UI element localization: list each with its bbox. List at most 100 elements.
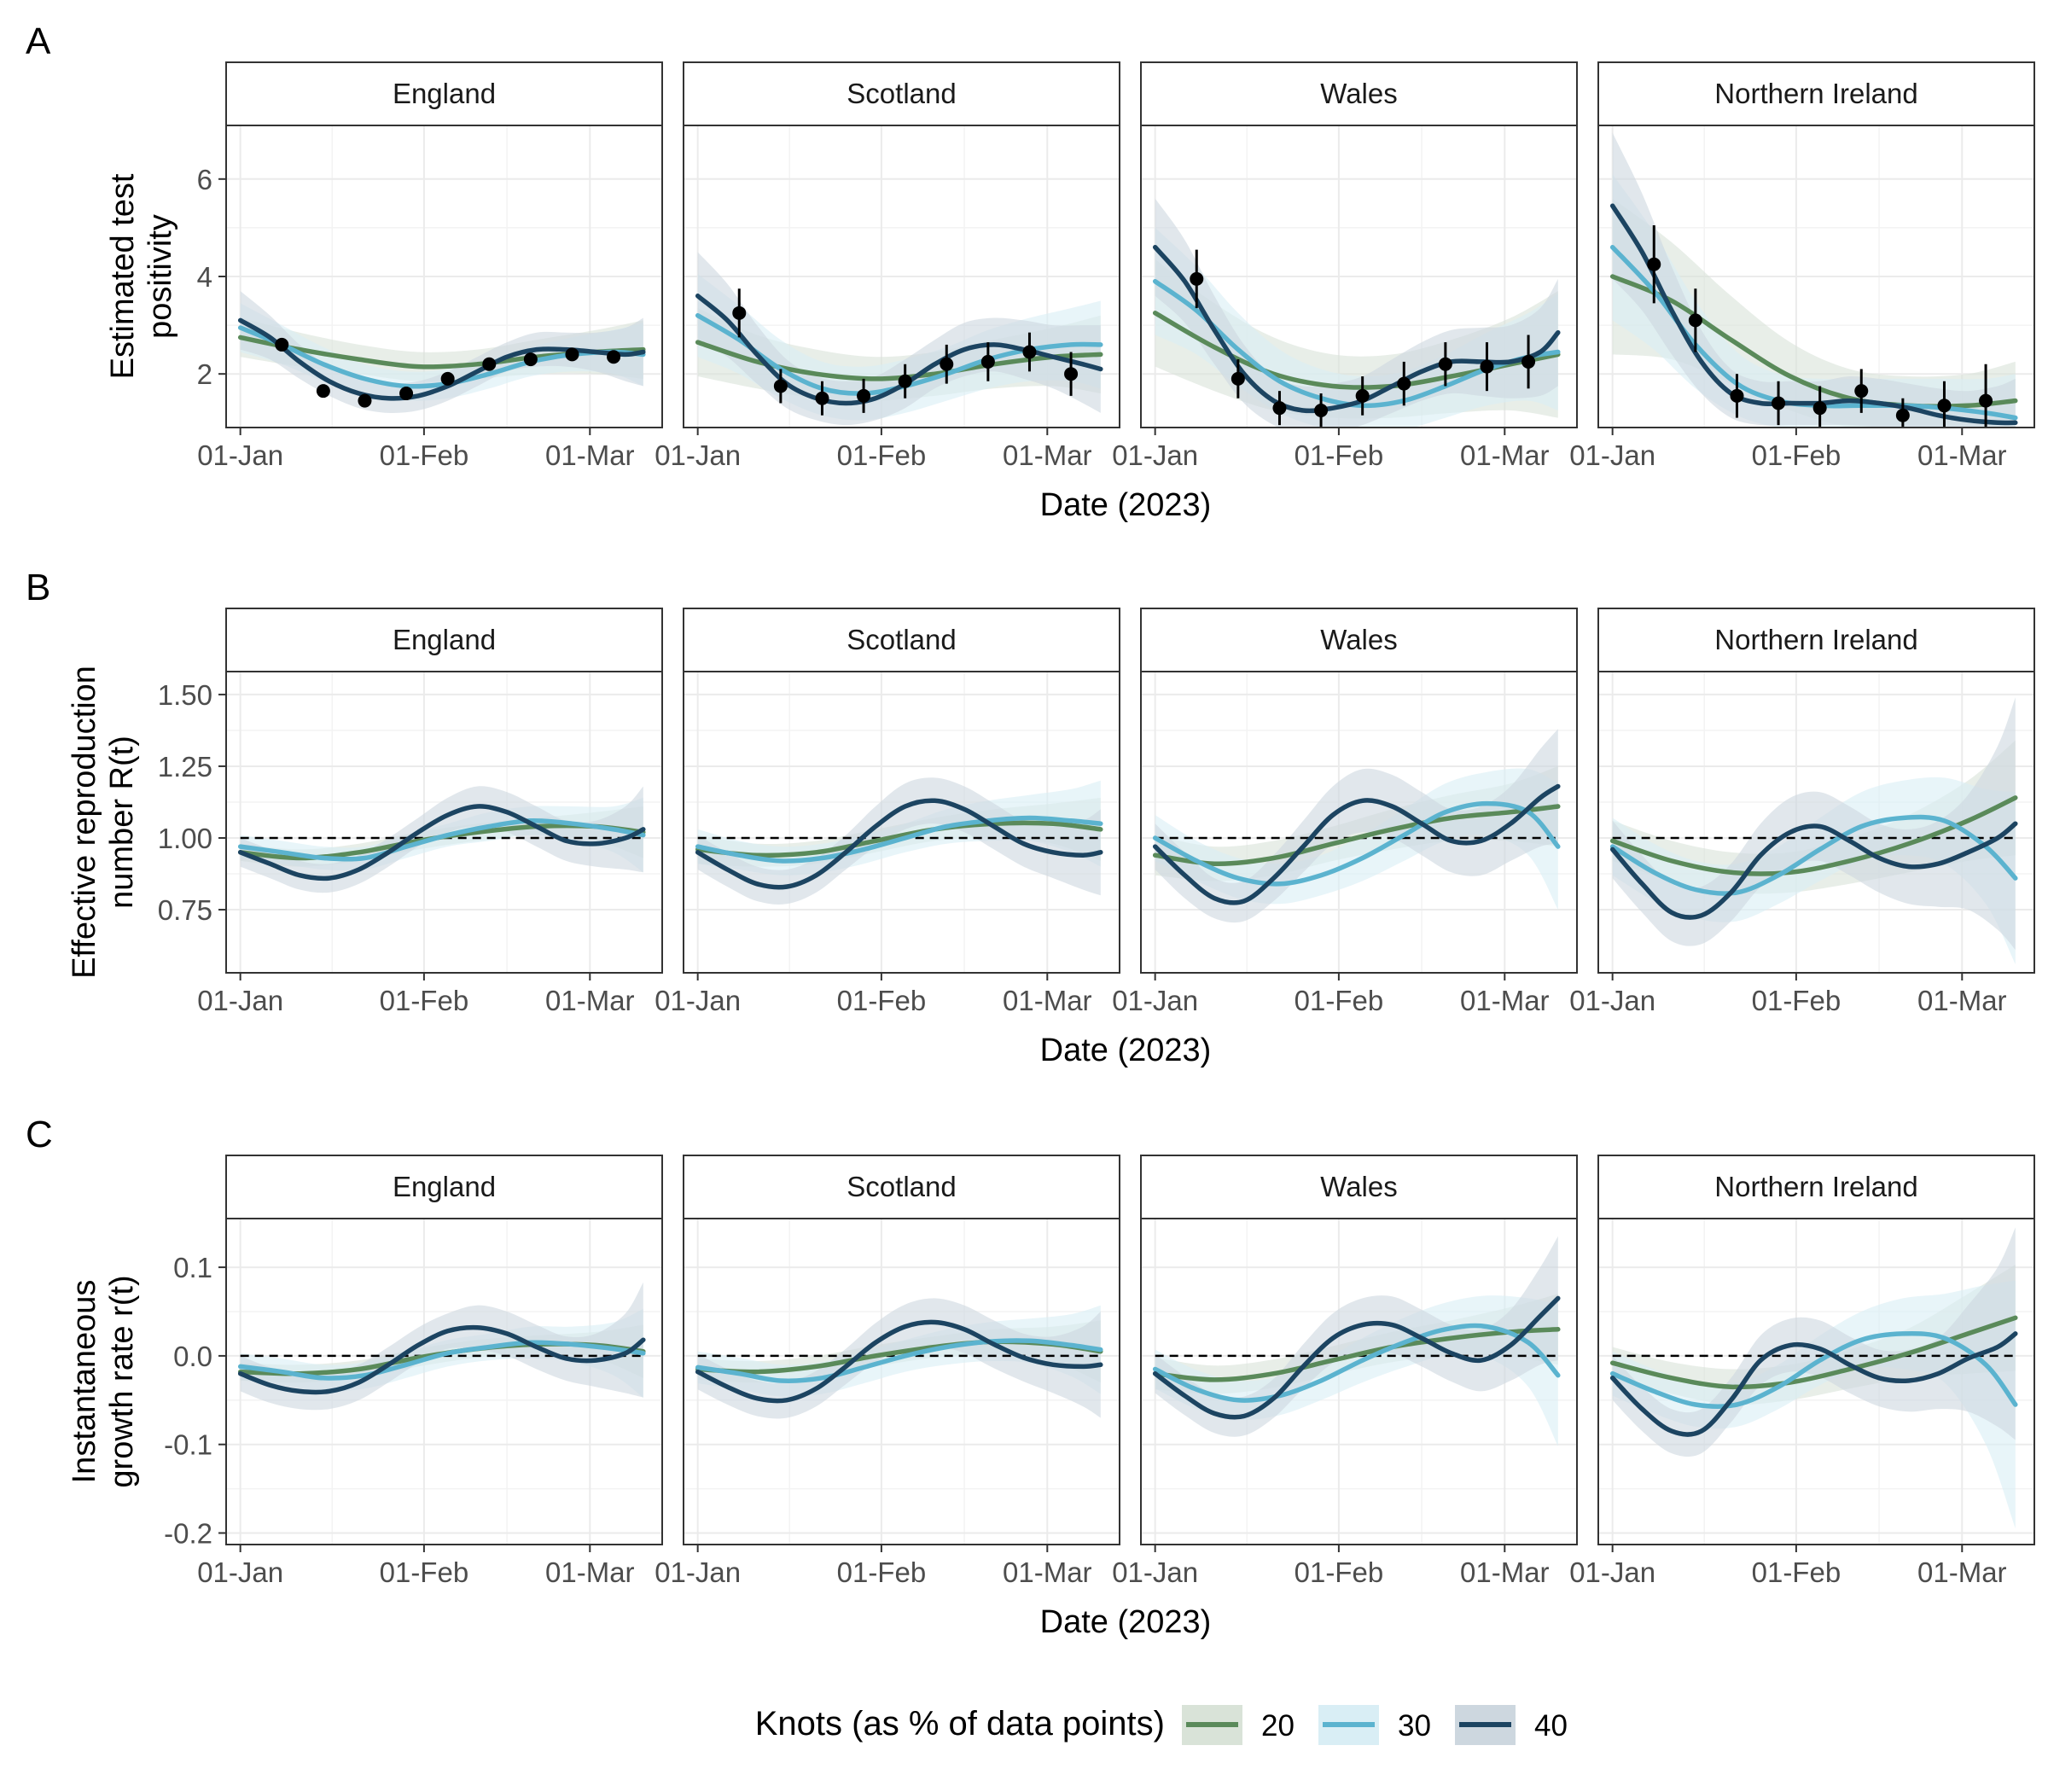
x-tick-label: 01-Jan (1112, 1556, 1198, 1588)
series-line-30 (695, 1338, 1103, 1383)
data-point (732, 305, 747, 320)
y-axis-title-line: growth rate r(t) (104, 1275, 140, 1487)
data-point (1231, 371, 1245, 386)
data-point (1521, 354, 1536, 369)
data-point (898, 374, 912, 388)
legend: Knots (as % of data points) 20 30 40 (755, 1705, 1568, 1745)
data-point (275, 337, 289, 352)
x-tick-label: 01-Jan (655, 1556, 741, 1588)
facet-strip (225, 61, 663, 126)
x-tick-label: 01-Feb (1752, 439, 1841, 471)
series-line-30 (695, 815, 1103, 864)
data-point (1772, 396, 1786, 410)
data-point (773, 379, 788, 393)
facet-wales: Wales 01-Jan 01-Feb 01-Mar (1112, 61, 1578, 471)
ci-ribbon-40 (1612, 697, 2016, 951)
y-axis-title: Instantaneousgrowth rate r(t) (67, 1275, 140, 1487)
data-point (1480, 359, 1494, 374)
y-tick-label: 1.25 (158, 751, 212, 783)
plot-area (695, 777, 1103, 905)
series-line-40 (1609, 1331, 2018, 1437)
panel-b: B Effective reproductionnumber R(t) Date (… (26, 567, 2035, 1068)
facet-strip-label: Northern Ireland (1714, 1171, 1917, 1202)
facet-strip (683, 1155, 1120, 1219)
x-tick-label: 01-Feb (1752, 1556, 1841, 1588)
panel-tag: C (26, 1114, 53, 1155)
x-tick-label: 01-Feb (1295, 439, 1384, 471)
legend-entry-30: 30 (1318, 1705, 1431, 1745)
facet-scotland: Scotland 01-Jan 01-Feb 01-Mar (655, 61, 1120, 471)
y-axis-title-line: Instantaneous (67, 1280, 102, 1484)
x-tick-label: 01-Mar (1003, 985, 1092, 1016)
x-tick-label: 01-Mar (545, 439, 635, 471)
data-point (523, 352, 538, 367)
series-line-40 (1152, 783, 1561, 905)
plot-border (1597, 125, 2035, 428)
y-tick-label: 6 (197, 164, 212, 195)
y-axis-title: Effective reproductionnumber R(t) (67, 666, 140, 979)
facet-scotland: Scotland 01-Jan 01-Feb 01-Mar (655, 608, 1120, 1016)
plot-area (695, 252, 1103, 426)
ci-ribbon-40 (697, 777, 1101, 905)
facet-strip-label: England (393, 78, 496, 109)
y-tick-label: 1.00 (158, 823, 212, 854)
x-tick-label: 01-Feb (837, 439, 927, 471)
x-tick-label: 01-Jan (655, 439, 741, 471)
facet-strip-label: Wales (1320, 78, 1397, 109)
x-tick-label: 01-Feb (380, 439, 469, 471)
data-point (815, 391, 829, 405)
plot-border (1140, 1218, 1578, 1545)
y-axis-title: Estimated testpositivity (105, 173, 178, 379)
series-line-30 (237, 1340, 646, 1381)
legend-entry-20: 20 (1182, 1705, 1295, 1745)
facet-england: England 01-Jan 01-Feb 01-Mar -0.2 -0.1 0.0 0.1 (164, 1155, 663, 1588)
x-tick-label: 01-Jan (197, 1556, 283, 1588)
x-tick-label: 01-Jan (1569, 439, 1655, 471)
y-tick-label: 0.75 (158, 894, 212, 926)
series-line-20 (1152, 1327, 1561, 1382)
x-tick-label: 01-Feb (837, 1556, 927, 1588)
series-line-30 (1609, 1330, 2018, 1409)
data-point (1022, 345, 1037, 359)
data-point (607, 350, 621, 364)
ci-ribbon-40 (240, 291, 643, 413)
data-point (1355, 388, 1370, 403)
series-line-40 (237, 317, 646, 401)
series-line-20 (1152, 804, 1561, 867)
x-tick-label: 01-Mar (1460, 1556, 1550, 1588)
plot-area (237, 291, 646, 413)
data-point (1647, 257, 1661, 271)
facet-strip (1597, 1155, 2035, 1219)
facet-strip-label: Wales (1320, 624, 1397, 655)
series-line-20 (1609, 1315, 2018, 1390)
data-point (1438, 357, 1452, 371)
panel-tag: A (26, 20, 51, 62)
plot-border (1597, 1218, 2035, 1545)
y-tick-label: 2 (197, 358, 212, 390)
facet-strip-label: Northern Ireland (1714, 78, 1917, 109)
plot-area (695, 1298, 1103, 1419)
legend-title: Knots (as % of data points) (755, 1705, 1165, 1743)
facet-strip (1597, 608, 2035, 672)
ci-ribbon-30 (1612, 1280, 2016, 1529)
x-tick-label: 01-Feb (1295, 985, 1384, 1016)
y-tick-label: 4 (197, 261, 212, 293)
y-axis-title-line: Effective reproduction (67, 666, 102, 979)
x-tick-label: 01-Jan (1569, 1556, 1655, 1588)
plot-area (1152, 1236, 1561, 1446)
x-tick-label: 01-Feb (837, 985, 927, 1016)
plot-area (1152, 729, 1561, 923)
data-point (1272, 401, 1287, 416)
plot-area (237, 786, 646, 893)
x-tick-label: 01-Jan (655, 985, 741, 1016)
data-point (440, 371, 455, 386)
data-point (565, 347, 579, 362)
x-tick-label: 01-Feb (380, 985, 469, 1016)
x-tick-label: 01-Jan (1112, 439, 1198, 471)
x-tick-label: 01-Mar (545, 985, 635, 1016)
data-point (940, 357, 954, 371)
series-line-40 (1609, 821, 2018, 920)
plot-border (225, 1218, 663, 1545)
facet-strip-label: Scotland (847, 624, 956, 655)
